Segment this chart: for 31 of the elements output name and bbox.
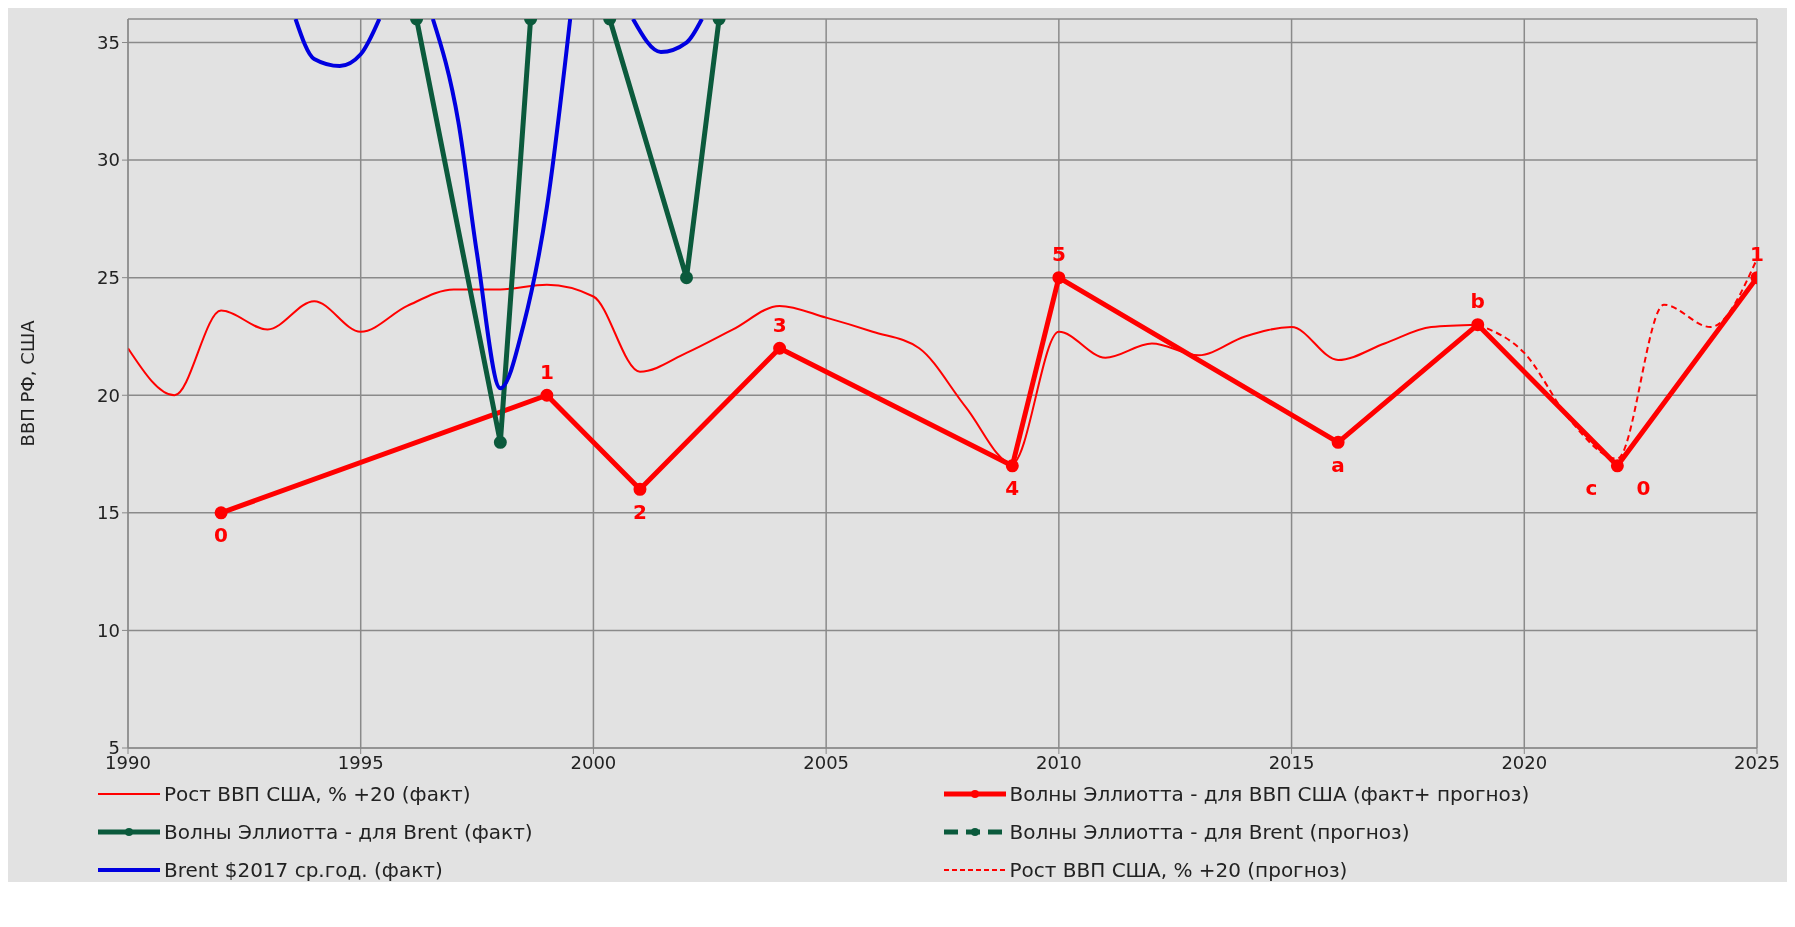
legend-label: Рост ВВП США, % +20 (факт): [164, 782, 471, 806]
y-tick-label: 30: [97, 149, 120, 171]
legend-label: Волны Эллиотта - для ВВП США (факт+ прогноз): [1009, 782, 1530, 806]
annotation: a: [1331, 452, 1345, 477]
annotation: c: [1585, 476, 1598, 501]
legend-label: Рост ВВП США, % +20 (прогноз): [1009, 858, 1348, 882]
annotation: 3: [772, 312, 787, 337]
x-tick-label: 1995: [337, 751, 384, 773]
y-tick-label: 25: [97, 267, 120, 289]
y-tick-label: 35: [97, 31, 120, 53]
x-tick-label: 2010: [1035, 751, 1082, 773]
y-axis-title: ВВП РФ, США: [17, 319, 39, 447]
x-tick-label: 2025: [1734, 751, 1780, 773]
annotation: 0: [214, 523, 229, 548]
annotation: b: [1470, 289, 1485, 314]
annotation: 5: [1051, 242, 1066, 267]
y-tick-label: 20: [97, 384, 120, 406]
legend-label: Brent $2017 ср.год. (факт): [164, 858, 443, 882]
x-tick-label: 2020: [1501, 751, 1548, 773]
legend-label: Волны Эллиотта - для Brent (факт): [164, 820, 533, 844]
x-tick-label: 2000: [570, 751, 617, 773]
annotation: 1: [1750, 242, 1764, 267]
annotation: 0: [1636, 476, 1651, 501]
legend-label: Волны Эллиотта - для Brent (прогноз): [1009, 820, 1410, 844]
annotation: 2: [633, 499, 647, 524]
annotation: 1: [539, 359, 554, 384]
y-tick-label: 10: [97, 619, 120, 641]
x-tick-label: 2005: [803, 751, 850, 773]
x-tick-label: 2015: [1268, 751, 1315, 773]
annotation: 4: [1005, 476, 1020, 501]
y-tick-label: 15: [97, 502, 120, 524]
